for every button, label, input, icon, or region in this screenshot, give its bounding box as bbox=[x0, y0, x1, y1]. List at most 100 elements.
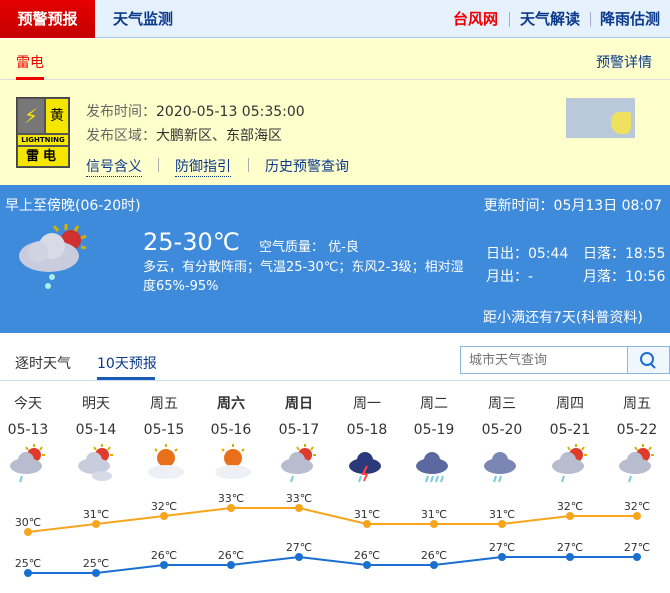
day-date: 05-14 bbox=[75, 422, 117, 438]
warning-tab-lightning[interactable]: 雷电 bbox=[16, 55, 44, 71]
label: 发布时间： bbox=[86, 104, 156, 120]
search-button[interactable] bbox=[627, 346, 670, 374]
tab-underline bbox=[97, 377, 155, 380]
low-temp-label: 27℃ bbox=[624, 541, 650, 554]
low-temp-label: 26℃ bbox=[218, 549, 244, 562]
low-temp-label: 27℃ bbox=[286, 541, 312, 554]
forecast-day[interactable]: 周五 05-22 bbox=[604, 393, 670, 488]
day-date: 05-13 bbox=[7, 422, 49, 438]
low-temp-label: 27℃ bbox=[489, 541, 515, 554]
sun-cloud-rain-icon bbox=[281, 444, 316, 483]
heavy-rain-icon bbox=[416, 452, 448, 483]
tab-underline bbox=[16, 77, 44, 80]
weather-interpret-link[interactable]: 天气解读 bbox=[520, 10, 581, 28]
sign-name: 雷电 bbox=[18, 147, 68, 166]
divider bbox=[248, 158, 249, 172]
forecast-day[interactable]: 今天 05-13 bbox=[0, 393, 61, 488]
warning-area-map[interactable] bbox=[566, 98, 635, 138]
day-date: 05-16 bbox=[210, 422, 252, 438]
sunset: 日落：18:55 bbox=[583, 246, 666, 262]
warning-panel bbox=[0, 39, 670, 185]
solar-term-link[interactable]: 距小满还有7天(科普资料) bbox=[483, 310, 643, 326]
tab-weather-monitor[interactable]: 天气监测 bbox=[113, 10, 174, 28]
high-temp-point bbox=[363, 520, 371, 528]
air-quality[interactable]: 空气质量： 优-良 bbox=[259, 240, 359, 255]
rain-estimate-link[interactable]: 降雨估测 bbox=[600, 10, 661, 28]
day-name: 周四 bbox=[556, 396, 584, 412]
forecast-day[interactable]: 周六 05-16 bbox=[198, 393, 264, 488]
typhoon-link[interactable]: 台风网 bbox=[453, 10, 499, 28]
day-name: 明天 bbox=[82, 396, 110, 412]
high-temp-point bbox=[227, 504, 235, 512]
high-temp-label: 33℃ bbox=[218, 492, 244, 505]
high-temp-label: 32℃ bbox=[151, 500, 177, 513]
low-temp-label: 25℃ bbox=[83, 557, 109, 570]
low-temp-point bbox=[498, 553, 506, 561]
day-date: 05-18 bbox=[346, 422, 388, 438]
sun-cloud-rain-icon bbox=[10, 444, 45, 483]
divider bbox=[158, 158, 159, 172]
day-name: 周一 bbox=[353, 396, 381, 412]
high-temp-label: 32℃ bbox=[624, 500, 650, 513]
high-temp-label: 31℃ bbox=[421, 508, 447, 521]
city-search-input[interactable] bbox=[460, 346, 628, 374]
day-name: 周六 bbox=[217, 396, 245, 412]
thunderstorm-icon bbox=[349, 452, 381, 483]
forecast-day[interactable]: 周三 05-20 bbox=[469, 393, 535, 488]
high-temp-label: 32℃ bbox=[557, 500, 583, 513]
sun-cloud-icon bbox=[215, 444, 251, 479]
divider bbox=[509, 12, 510, 27]
low-temp-label: 26℃ bbox=[151, 549, 177, 562]
warning-detail-link[interactable]: 预警详情 bbox=[596, 55, 652, 71]
value: 大鹏新区、东部海区 bbox=[156, 128, 282, 144]
forecast-day[interactable]: 周一 05-18 bbox=[334, 393, 400, 488]
day-name: 周日 bbox=[285, 396, 313, 412]
forecast-day[interactable]: 周二 05-19 bbox=[401, 393, 467, 488]
moonset: 月落：10:56 bbox=[583, 269, 666, 285]
sign-english: LIGHTNING bbox=[18, 135, 68, 145]
high-temp-line bbox=[27, 507, 637, 533]
signal-meaning-link[interactable]: 信号含义 bbox=[86, 156, 142, 177]
tab-10day[interactable]: 10天预报 bbox=[97, 356, 157, 372]
tabs-divider bbox=[0, 380, 670, 381]
day-name: 周三 bbox=[488, 396, 516, 412]
low-temp-point bbox=[24, 569, 32, 577]
low-temp-point bbox=[295, 553, 303, 561]
value: 2020-05-13 05:35:00 bbox=[156, 104, 305, 120]
update-time: 更新时间：05月13日 08:07 bbox=[483, 198, 662, 214]
sun-cloud-rain-icon bbox=[552, 444, 587, 483]
label: 发布区域： bbox=[86, 128, 156, 144]
low-temp-point bbox=[363, 561, 371, 569]
high-temp-label: 31℃ bbox=[83, 508, 109, 521]
forecast-day[interactable]: 周日 05-17 bbox=[266, 393, 332, 488]
low-temp-label: 27℃ bbox=[557, 541, 583, 554]
low-temp-label: 25℃ bbox=[15, 557, 41, 570]
forecast-day[interactable]: 周五 05-15 bbox=[131, 393, 197, 488]
history-warning-link[interactable]: 历史预警查询 bbox=[265, 159, 349, 175]
low-temp-point bbox=[430, 561, 438, 569]
forecast-day[interactable]: 明天 05-14 bbox=[63, 393, 129, 488]
day-date: 05-17 bbox=[278, 422, 320, 438]
high-temp-label: 31℃ bbox=[354, 508, 380, 521]
tab-hourly[interactable]: 逐时天气 bbox=[15, 356, 71, 372]
day-date: 05-19 bbox=[413, 422, 455, 438]
temperature-chart: 30℃ 31℃ 32℃ 33℃ 33℃ 31℃ 31℃ 31℃ 32℃ 32℃ 25℃ 25℃ 26℃ 2… bbox=[15, 492, 650, 577]
day-name: 周五 bbox=[623, 396, 651, 412]
high-temp-point bbox=[160, 512, 168, 520]
low-temp-label: 26℃ bbox=[354, 549, 380, 562]
high-temp-point bbox=[498, 520, 506, 528]
high-temp-point bbox=[92, 520, 100, 528]
high-temp-point bbox=[430, 520, 438, 528]
weather-description: 多云，有分散阵雨；气温25-30℃；东风2-3级；相对湿度65%-95% bbox=[143, 260, 464, 294]
sun-cloudy-icon bbox=[78, 444, 113, 481]
day-name: 周五 bbox=[150, 396, 178, 412]
low-temp-point bbox=[92, 569, 100, 577]
tab-warning-forecast[interactable]: 预警预报 bbox=[0, 0, 95, 38]
sun-cloud-rain-icon bbox=[619, 444, 654, 483]
top-nav bbox=[0, 0, 670, 38]
forecast-day[interactable]: 周四 05-21 bbox=[537, 393, 603, 488]
divider bbox=[590, 12, 591, 27]
search-icon bbox=[640, 352, 656, 369]
defense-guide-link[interactable]: 防御指引 bbox=[175, 156, 231, 177]
low-temp-point bbox=[566, 553, 574, 561]
